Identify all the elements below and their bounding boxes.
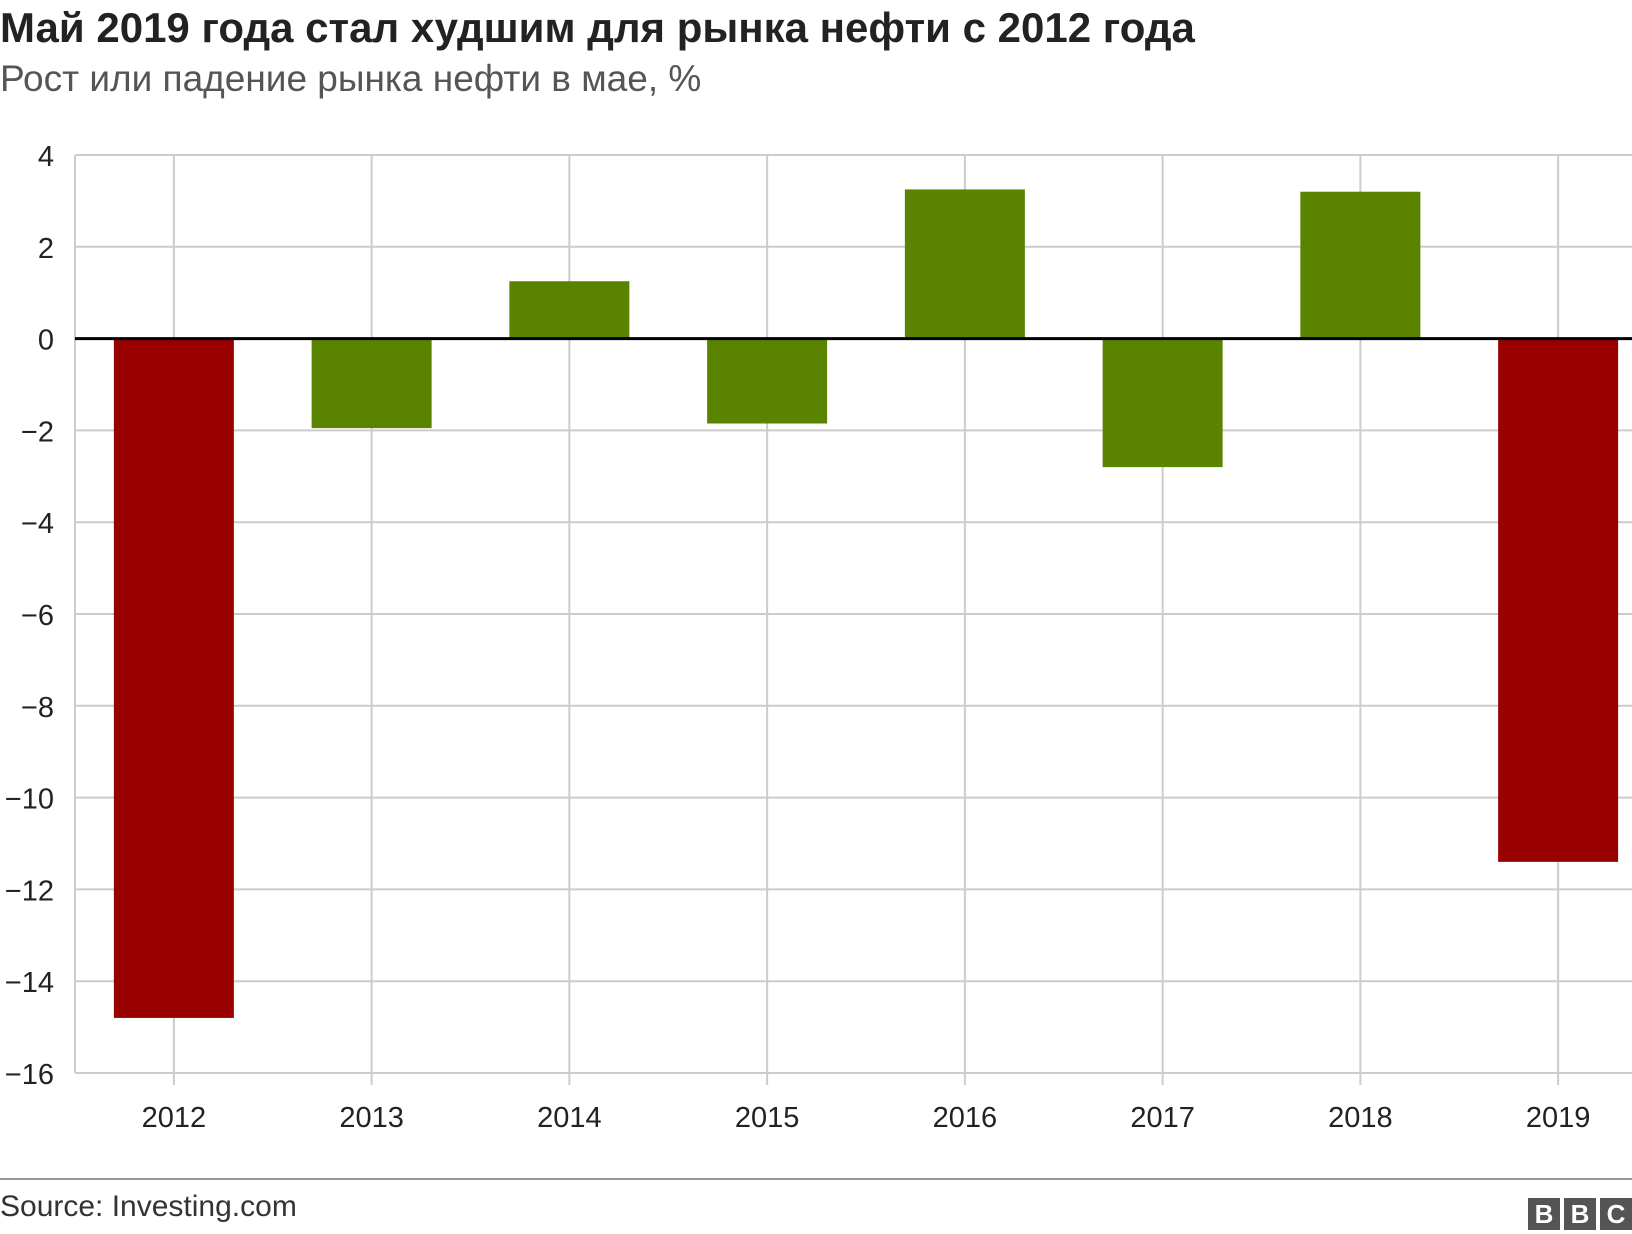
axes: 4 2 0 −2 −4 −6 −8 −10 −12 −14 −16 2012 2013 2014 2015 2… [5, 141, 1632, 1134]
y-tick-label: 0 [38, 325, 54, 357]
y-tick-label: −8 [21, 692, 54, 724]
bars [113, 189, 1619, 1018]
source-note: Source: Investing.com [0, 1190, 297, 1223]
footer-divider [0, 1178, 1632, 1180]
x-tick-label: 2012 [142, 1102, 207, 1134]
x-tick-label: 2014 [537, 1102, 602, 1134]
bar-2015 [707, 338, 828, 424]
y-tick-label: −14 [5, 967, 54, 999]
bar-2018 [1300, 191, 1421, 339]
y-tick-label: −2 [21, 416, 54, 448]
bar-2013 [311, 338, 432, 429]
logo-letter: B [1564, 1198, 1596, 1230]
chart-subtitle: Рост или падение рынка нефти в мае, % [0, 58, 702, 99]
x-tick-label: 2013 [339, 1102, 404, 1134]
bar-chart: 4 2 0 −2 −4 −6 −8 −10 −12 −14 −16 2012 2013 2014 2015 2… [5, 141, 1632, 1134]
x-tick-label: 2015 [735, 1102, 800, 1134]
bar-2012 [113, 338, 234, 1018]
x-tick-label: 2019 [1526, 1102, 1591, 1134]
bbc-logo: B B C [1528, 1198, 1632, 1230]
y-tick-label: −4 [21, 508, 54, 540]
bar-2019 [1498, 338, 1619, 862]
x-tick-label: 2016 [933, 1102, 998, 1134]
y-tick-label: 4 [38, 141, 54, 173]
bar-2016 [904, 189, 1025, 339]
y-tick-label: −10 [5, 784, 54, 816]
y-tick-label: −12 [5, 875, 54, 907]
x-tick-label: 2018 [1328, 1102, 1393, 1134]
bar-2017 [1102, 338, 1223, 468]
bar-2014 [509, 281, 630, 339]
x-tick-label: 2017 [1130, 1102, 1195, 1134]
y-tick-label: 2 [38, 233, 54, 265]
y-tick-label: −16 [5, 1059, 54, 1091]
logo-letter: B [1528, 1198, 1560, 1230]
logo-letter: C [1600, 1198, 1632, 1230]
chart-title: Май 2019 года стал худшим для рынка нефт… [0, 4, 1195, 51]
y-tick-label: −6 [21, 600, 54, 632]
